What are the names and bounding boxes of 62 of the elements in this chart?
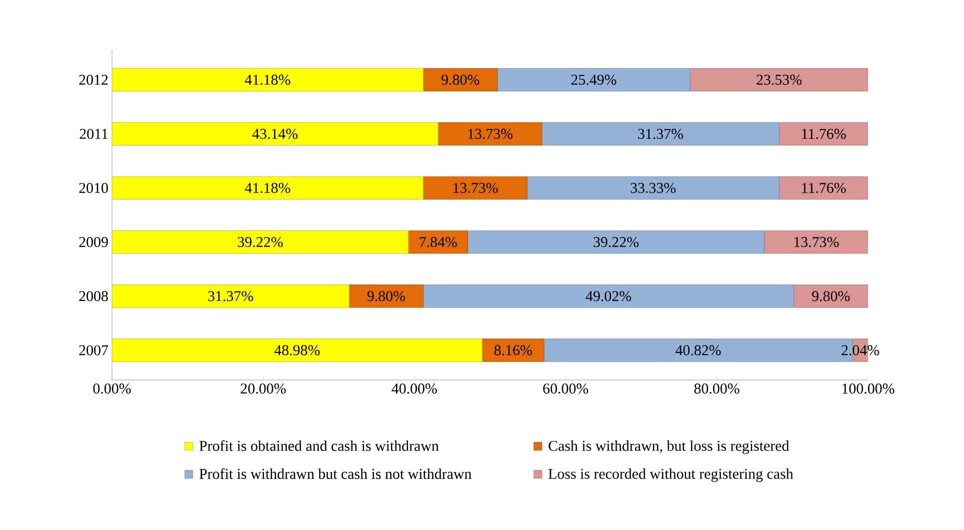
x-tick-label: 60.00%	[543, 384, 588, 394]
data-label: 33.33%	[630, 182, 676, 194]
x-tick-label: 80.00%	[694, 384, 740, 394]
bar	[778, 122, 868, 146]
data-label: 7.84%	[420, 236, 457, 248]
x-tick-label: 40.00%	[392, 384, 437, 394]
data-label: 31.37%	[208, 291, 254, 302]
data-label: 31.37%	[638, 128, 684, 139]
bar	[526, 176, 780, 200]
legend-label: Profit is obtained and cash is withdrawn	[199, 440, 439, 451]
bar	[794, 284, 868, 308]
bar	[690, 68, 868, 92]
data-label: 41.18%	[244, 74, 290, 85]
bar	[423, 68, 498, 92]
bar	[482, 338, 544, 362]
data-label: 8.16%	[494, 345, 532, 356]
data-label: 25.49%	[571, 74, 616, 85]
data-label: 13.73%	[454, 182, 498, 194]
bar	[423, 284, 794, 308]
data-label: 23.53%	[756, 74, 802, 85]
bar	[112, 284, 350, 308]
bar	[423, 176, 528, 200]
y-tick-label: 2010	[79, 182, 108, 193]
data-label: 13.73%	[794, 236, 839, 248]
bar	[112, 68, 424, 92]
data-label: 40.82%	[676, 345, 721, 356]
bar	[408, 230, 468, 254]
data-label: 13.73%	[468, 128, 513, 139]
data-label: 9.80%	[812, 291, 850, 302]
legend-label: Profit is withdrawn but cash is not withdrawn	[199, 468, 472, 479]
y-tick-label: 2007	[79, 345, 108, 356]
x-tick-label: 0.00%	[93, 384, 131, 394]
data-label: 11.76%	[802, 182, 846, 194]
bar	[112, 230, 409, 254]
bar	[542, 122, 780, 146]
legend-label: Cash is withdrawn, but loss is registered	[548, 440, 790, 454]
x-tick-label: 100.00%	[842, 384, 894, 394]
y-tick-label: 2011	[80, 128, 108, 139]
bar	[348, 284, 424, 308]
y-tick-label: 2012	[79, 74, 108, 85]
data-label: 49.02%	[586, 291, 632, 302]
data-label: 11.76%	[802, 128, 846, 139]
y-tick-label: 2008	[79, 291, 108, 302]
data-label: 41.18%	[244, 182, 290, 194]
bar	[497, 68, 690, 92]
data-label: 9.80%	[442, 74, 480, 85]
bar	[112, 122, 438, 146]
data-label: 2.04%	[842, 345, 880, 356]
data-label: 43.14%	[252, 128, 298, 139]
bar	[112, 176, 424, 200]
data-label: 48.98%	[274, 345, 320, 356]
y-tick-label: 2009	[79, 237, 108, 248]
data-label: 9.80%	[367, 291, 405, 302]
bar	[778, 176, 868, 200]
data-label: 39.22%	[238, 236, 283, 248]
bar	[468, 230, 764, 254]
bar	[438, 122, 542, 146]
x-tick-label: 20.00%	[240, 384, 286, 394]
bar	[112, 338, 482, 362]
data-label: 39.22%	[594, 236, 639, 248]
bar	[764, 230, 868, 254]
legend-label: Loss is recorded without registering cash	[548, 468, 794, 482]
